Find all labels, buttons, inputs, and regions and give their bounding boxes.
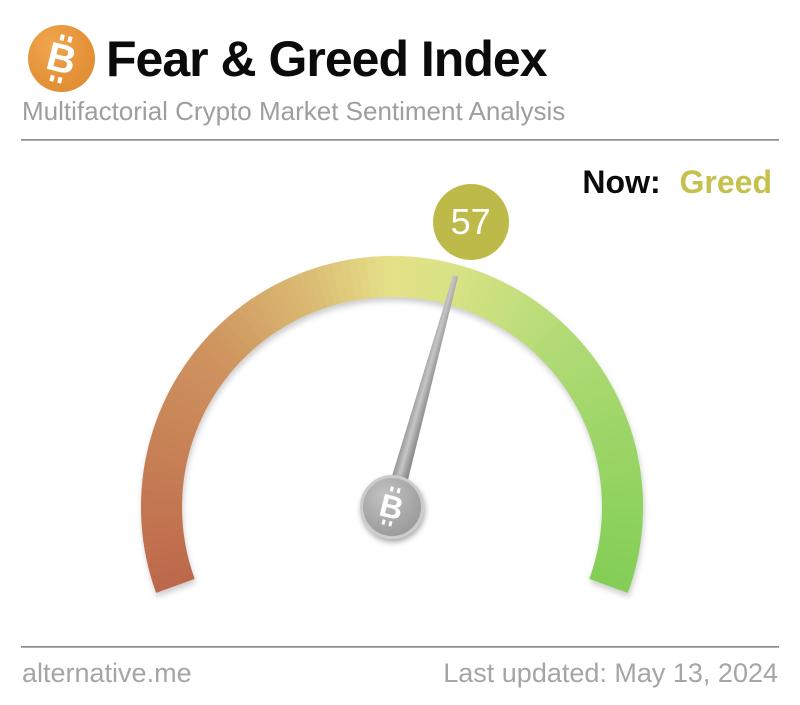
page-subtitle: Multifactorial Crypto Market Sentiment A… (22, 96, 566, 126)
footer-last-updated: Last updated: May 13, 2024 (443, 658, 778, 688)
footer-divider (21, 646, 779, 648)
now-label: Now: (582, 164, 661, 200)
gauge-value-badge: 57 (432, 183, 509, 260)
footer-source: alternative.me (22, 658, 192, 688)
bitcoin-hub-icon: B (376, 486, 408, 528)
status-row: Now: Greed (582, 164, 772, 201)
bitcoin-logo-icon: B (28, 25, 95, 92)
header-divider (21, 139, 779, 141)
bitcoin-glyph-icon: B (42, 33, 81, 84)
classification-value: Greed (679, 164, 772, 200)
page-title: Fear & Greed Index (106, 31, 547, 87)
gauge-hub: B (360, 475, 424, 539)
gauge-needle (383, 273, 464, 509)
